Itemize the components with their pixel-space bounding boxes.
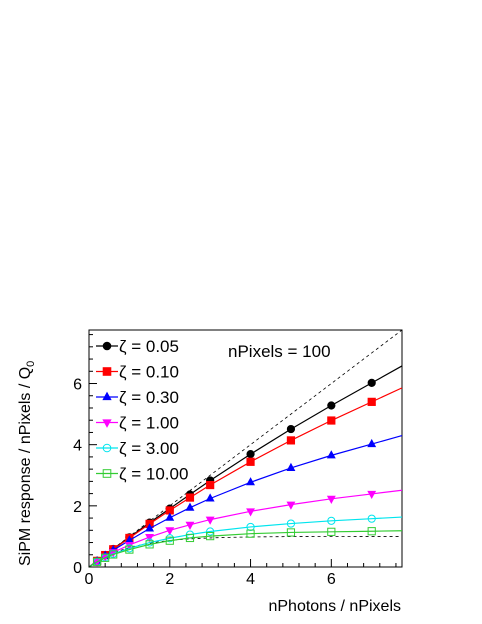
data-point: [367, 527, 376, 536]
data-point: [185, 521, 195, 530]
saturation-dashed-curve: [88, 536, 402, 568]
data-point: [145, 540, 154, 549]
data-point: [145, 523, 155, 532]
data-point: [185, 502, 195, 511]
data-point: [246, 450, 255, 459]
y-tick-label: 4: [73, 438, 82, 455]
data-point: [206, 480, 215, 490]
data-point: [286, 424, 296, 434]
data-point: [101, 553, 110, 562]
legend-label: ζ = 10.00: [119, 465, 188, 484]
data-point: [327, 516, 336, 525]
series-3: [88, 489, 403, 568]
legend-marker: [102, 469, 112, 478]
data-point: [286, 501, 296, 510]
x-tick-label: 0: [85, 571, 94, 588]
legend-item-5: ζ = 10.00: [96, 465, 188, 484]
data-point: [246, 457, 255, 466]
data-point: [145, 534, 155, 543]
legend-marker: [102, 367, 112, 376]
data-point: [326, 495, 336, 504]
data-point: [165, 512, 175, 521]
legend-label: ζ = 0.30: [119, 388, 179, 407]
data-point: [185, 493, 195, 502]
legend-item-0: ζ = 0.05: [96, 337, 179, 356]
legend-marker: [102, 443, 112, 453]
data-point: [327, 401, 336, 410]
y-axis-label-subscript: 0: [25, 361, 37, 367]
data-point: [327, 416, 336, 425]
data-point: [206, 532, 215, 541]
data-point: [185, 533, 195, 543]
data-point: [286, 462, 296, 471]
data-point: [367, 438, 377, 448]
legend-label: ζ = 3.00: [119, 439, 179, 458]
npixels-annotation: nPixels = 100: [228, 342, 331, 361]
data-point: [367, 397, 376, 406]
y-axis-label-group: SiPM response / nPixels / Q0: [17, 361, 37, 566]
data-point: [165, 536, 174, 545]
data-point: [327, 527, 336, 536]
data-point: [165, 527, 175, 536]
legend-item-3: ζ = 1.00: [96, 414, 179, 433]
data-point: [367, 378, 376, 388]
y-axis-label-main: SiPM response / nPixels / Q: [17, 367, 34, 566]
legend-label: ζ = 1.00: [119, 414, 179, 433]
y-axis-label: SiPM response / nPixels / Q0: [17, 361, 37, 566]
data-point: [326, 450, 336, 459]
legend-marker: [102, 341, 112, 351]
data-point: [109, 550, 118, 559]
legend-item-4: ζ = 3.00: [96, 439, 179, 458]
x-axis-label: nPhotons / nPixels: [268, 598, 401, 615]
x-tick-label: 6: [327, 571, 336, 588]
data-point: [205, 516, 215, 525]
series-line: [88, 489, 403, 568]
x-tick-label: 4: [246, 571, 255, 588]
data-point: [367, 490, 377, 500]
series-line: [88, 530, 403, 568]
data-point: [286, 528, 296, 537]
legend-item-2: ζ = 0.30: [96, 388, 179, 407]
series-4: [88, 514, 403, 568]
legend-marker: [102, 391, 112, 401]
data-point: [286, 436, 296, 445]
series-5: [88, 527, 403, 568]
y-tick-label: 6: [73, 377, 82, 394]
data-point: [246, 529, 255, 538]
data-point: [92, 557, 102, 566]
legend-label: ζ = 0.05: [119, 337, 179, 356]
y-tick-label: 2: [73, 499, 82, 516]
y-tick-label: 0: [73, 560, 82, 577]
x-tick-label: 2: [165, 571, 174, 588]
legend-label: ζ = 0.10: [119, 363, 179, 382]
legend-item-1: ζ = 0.10: [96, 363, 179, 382]
data-point: [246, 508, 255, 517]
data-point: [246, 477, 255, 486]
legend-marker: [102, 419, 112, 428]
data-point: [367, 514, 376, 523]
data-point: [286, 519, 296, 528]
plot-frame: [88, 329, 403, 568]
data-point: [205, 493, 215, 502]
data-point: [206, 527, 215, 536]
data-point: [125, 545, 134, 554]
